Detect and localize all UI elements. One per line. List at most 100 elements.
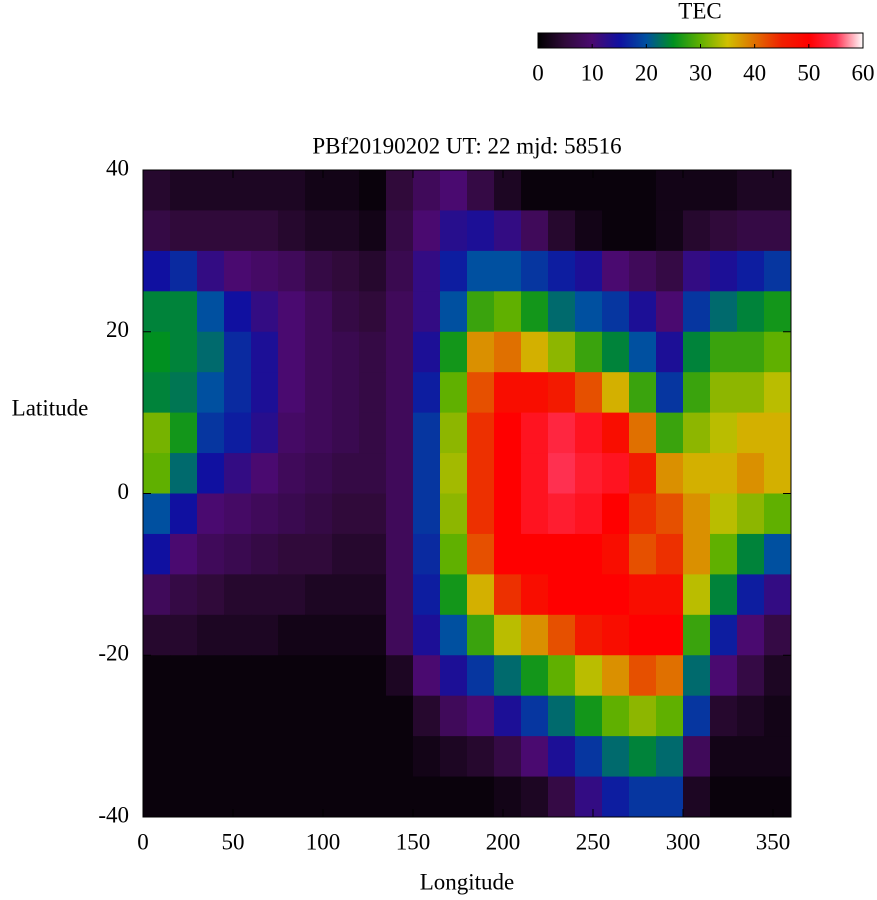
heat-cell	[224, 574, 252, 616]
heat-cell	[710, 533, 738, 575]
heat-cell	[386, 655, 414, 697]
heat-cell	[170, 655, 198, 697]
heat-cell	[224, 493, 252, 535]
heat-cell	[683, 574, 711, 616]
heat-cell	[602, 533, 630, 575]
heat-cell	[737, 695, 765, 737]
heat-cell	[332, 533, 360, 575]
heat-cell	[629, 250, 657, 292]
heat-cell	[737, 533, 765, 575]
heat-cell	[764, 250, 792, 292]
heat-cell	[278, 695, 306, 737]
heat-cell	[305, 291, 333, 333]
heat-cell	[305, 170, 333, 211]
heat-cell	[467, 776, 495, 818]
heat-cell	[602, 453, 630, 494]
heat-cell	[359, 412, 387, 454]
heat-cell	[440, 614, 468, 656]
heat-cell	[548, 574, 576, 616]
heat-cell	[467, 695, 495, 737]
heat-cell	[683, 533, 711, 575]
heat-cell	[197, 533, 225, 575]
heat-cell	[575, 655, 603, 697]
heat-cell	[413, 412, 441, 454]
heat-cell	[629, 736, 657, 778]
heat-cell	[521, 291, 549, 333]
heat-cell	[278, 453, 306, 494]
heat-cell	[224, 533, 252, 575]
heat-cell	[629, 210, 657, 252]
heat-cell	[197, 453, 225, 494]
heat-cell	[386, 331, 414, 373]
heat-cell	[521, 655, 549, 697]
heat-cell	[764, 331, 792, 373]
heat-cell	[764, 170, 792, 211]
heat-cell	[359, 250, 387, 292]
heat-cell	[710, 331, 738, 373]
y-tick-label: 40	[106, 155, 129, 180]
heat-cell	[521, 695, 549, 737]
heat-cell	[251, 776, 279, 818]
colorbar-tick-label: 60	[852, 60, 875, 85]
heat-cell	[764, 372, 792, 414]
heat-cell	[467, 574, 495, 616]
heat-cell	[197, 736, 225, 778]
heat-cell	[683, 493, 711, 535]
heat-cell	[467, 170, 495, 211]
heat-cell	[764, 291, 792, 333]
heat-cell	[143, 493, 171, 535]
x-tick-label: 350	[756, 829, 791, 854]
heat-cell	[656, 331, 684, 373]
heat-cell	[575, 331, 603, 373]
heat-cell	[467, 250, 495, 292]
heat-cell	[440, 291, 468, 333]
heat-cell	[656, 655, 684, 697]
heat-cell	[467, 331, 495, 373]
heat-cell	[332, 493, 360, 535]
heat-cell	[602, 250, 630, 292]
heat-cell	[521, 453, 549, 494]
heat-cell	[683, 776, 711, 818]
heat-cell	[548, 210, 576, 252]
heat-cell	[494, 412, 522, 454]
heat-cell	[251, 250, 279, 292]
heat-cell	[467, 493, 495, 535]
heat-cell	[305, 412, 333, 454]
heat-cell	[494, 736, 522, 778]
heat-cell	[494, 170, 522, 211]
heat-cell	[629, 695, 657, 737]
heat-cell	[440, 210, 468, 252]
heat-cell	[359, 776, 387, 818]
heat-cell	[683, 614, 711, 656]
heat-cell	[710, 655, 738, 697]
heat-cell	[413, 493, 441, 535]
heat-cell	[575, 736, 603, 778]
heat-cell	[170, 736, 198, 778]
heat-cell	[548, 655, 576, 697]
heat-cell	[602, 776, 630, 818]
heat-cell	[737, 372, 765, 414]
heat-cell	[413, 250, 441, 292]
heat-cell	[629, 291, 657, 333]
heat-cell	[251, 695, 279, 737]
heat-cell	[764, 493, 792, 535]
heat-cell	[440, 453, 468, 494]
heat-cell	[386, 776, 414, 818]
heat-cell	[278, 372, 306, 414]
heat-cell	[629, 412, 657, 454]
heat-cell	[521, 250, 549, 292]
heat-cell	[737, 614, 765, 656]
colorbar-tick-label: 10	[581, 60, 604, 85]
heat-cell	[197, 655, 225, 697]
heat-cell	[467, 372, 495, 414]
heat-cell	[413, 614, 441, 656]
colorbar-tick-label: 40	[743, 60, 766, 85]
x-tick-label: 0	[137, 829, 149, 854]
heat-cell	[440, 655, 468, 697]
heat-cell	[413, 210, 441, 252]
heat-cell	[305, 331, 333, 373]
heat-cell	[386, 574, 414, 616]
x-tick-label: 250	[576, 829, 611, 854]
heat-cell	[251, 170, 279, 211]
heat-cell	[251, 372, 279, 414]
